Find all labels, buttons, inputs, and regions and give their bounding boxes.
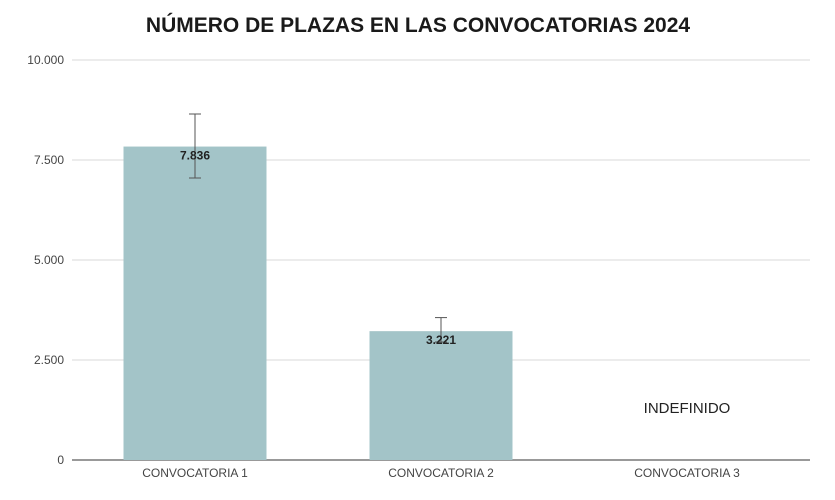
chart-title: NÚMERO DE PLAZAS EN LAS CONVOCATORIAS 20… — [146, 13, 690, 37]
x-axis-ticks: CONVOCATORIA 1 CONVOCATORIA 2 CONVOCATORIA… — [142, 466, 740, 480]
data-label: 7.836 — [180, 149, 210, 163]
annotations: INDEFINIDO — [644, 400, 731, 417]
annotation-label: INDEFINIDO — [644, 400, 731, 417]
data-labels: 7.836 3.221 — [180, 149, 456, 348]
x-tick-label: CONVOCATORIA 2 — [388, 466, 494, 480]
y-tick-label: 0 — [57, 453, 64, 467]
x-tick-label: CONVOCATORIA 1 — [142, 466, 248, 480]
y-axis-ticks: 0 2.500 5.000 7.500 10.000 — [27, 53, 64, 467]
y-tick-label: 2.500 — [34, 353, 64, 367]
y-tick-label: 10.000 — [27, 53, 64, 67]
bar — [369, 331, 513, 460]
bar — [123, 146, 267, 460]
x-tick-label: CONVOCATORIA 3 — [634, 466, 740, 480]
y-tick-label: 5.000 — [34, 253, 64, 267]
y-tick-label: 7.500 — [34, 153, 64, 167]
error-bars — [189, 113, 447, 343]
data-label: 3.221 — [426, 333, 456, 347]
bars — [123, 146, 513, 460]
